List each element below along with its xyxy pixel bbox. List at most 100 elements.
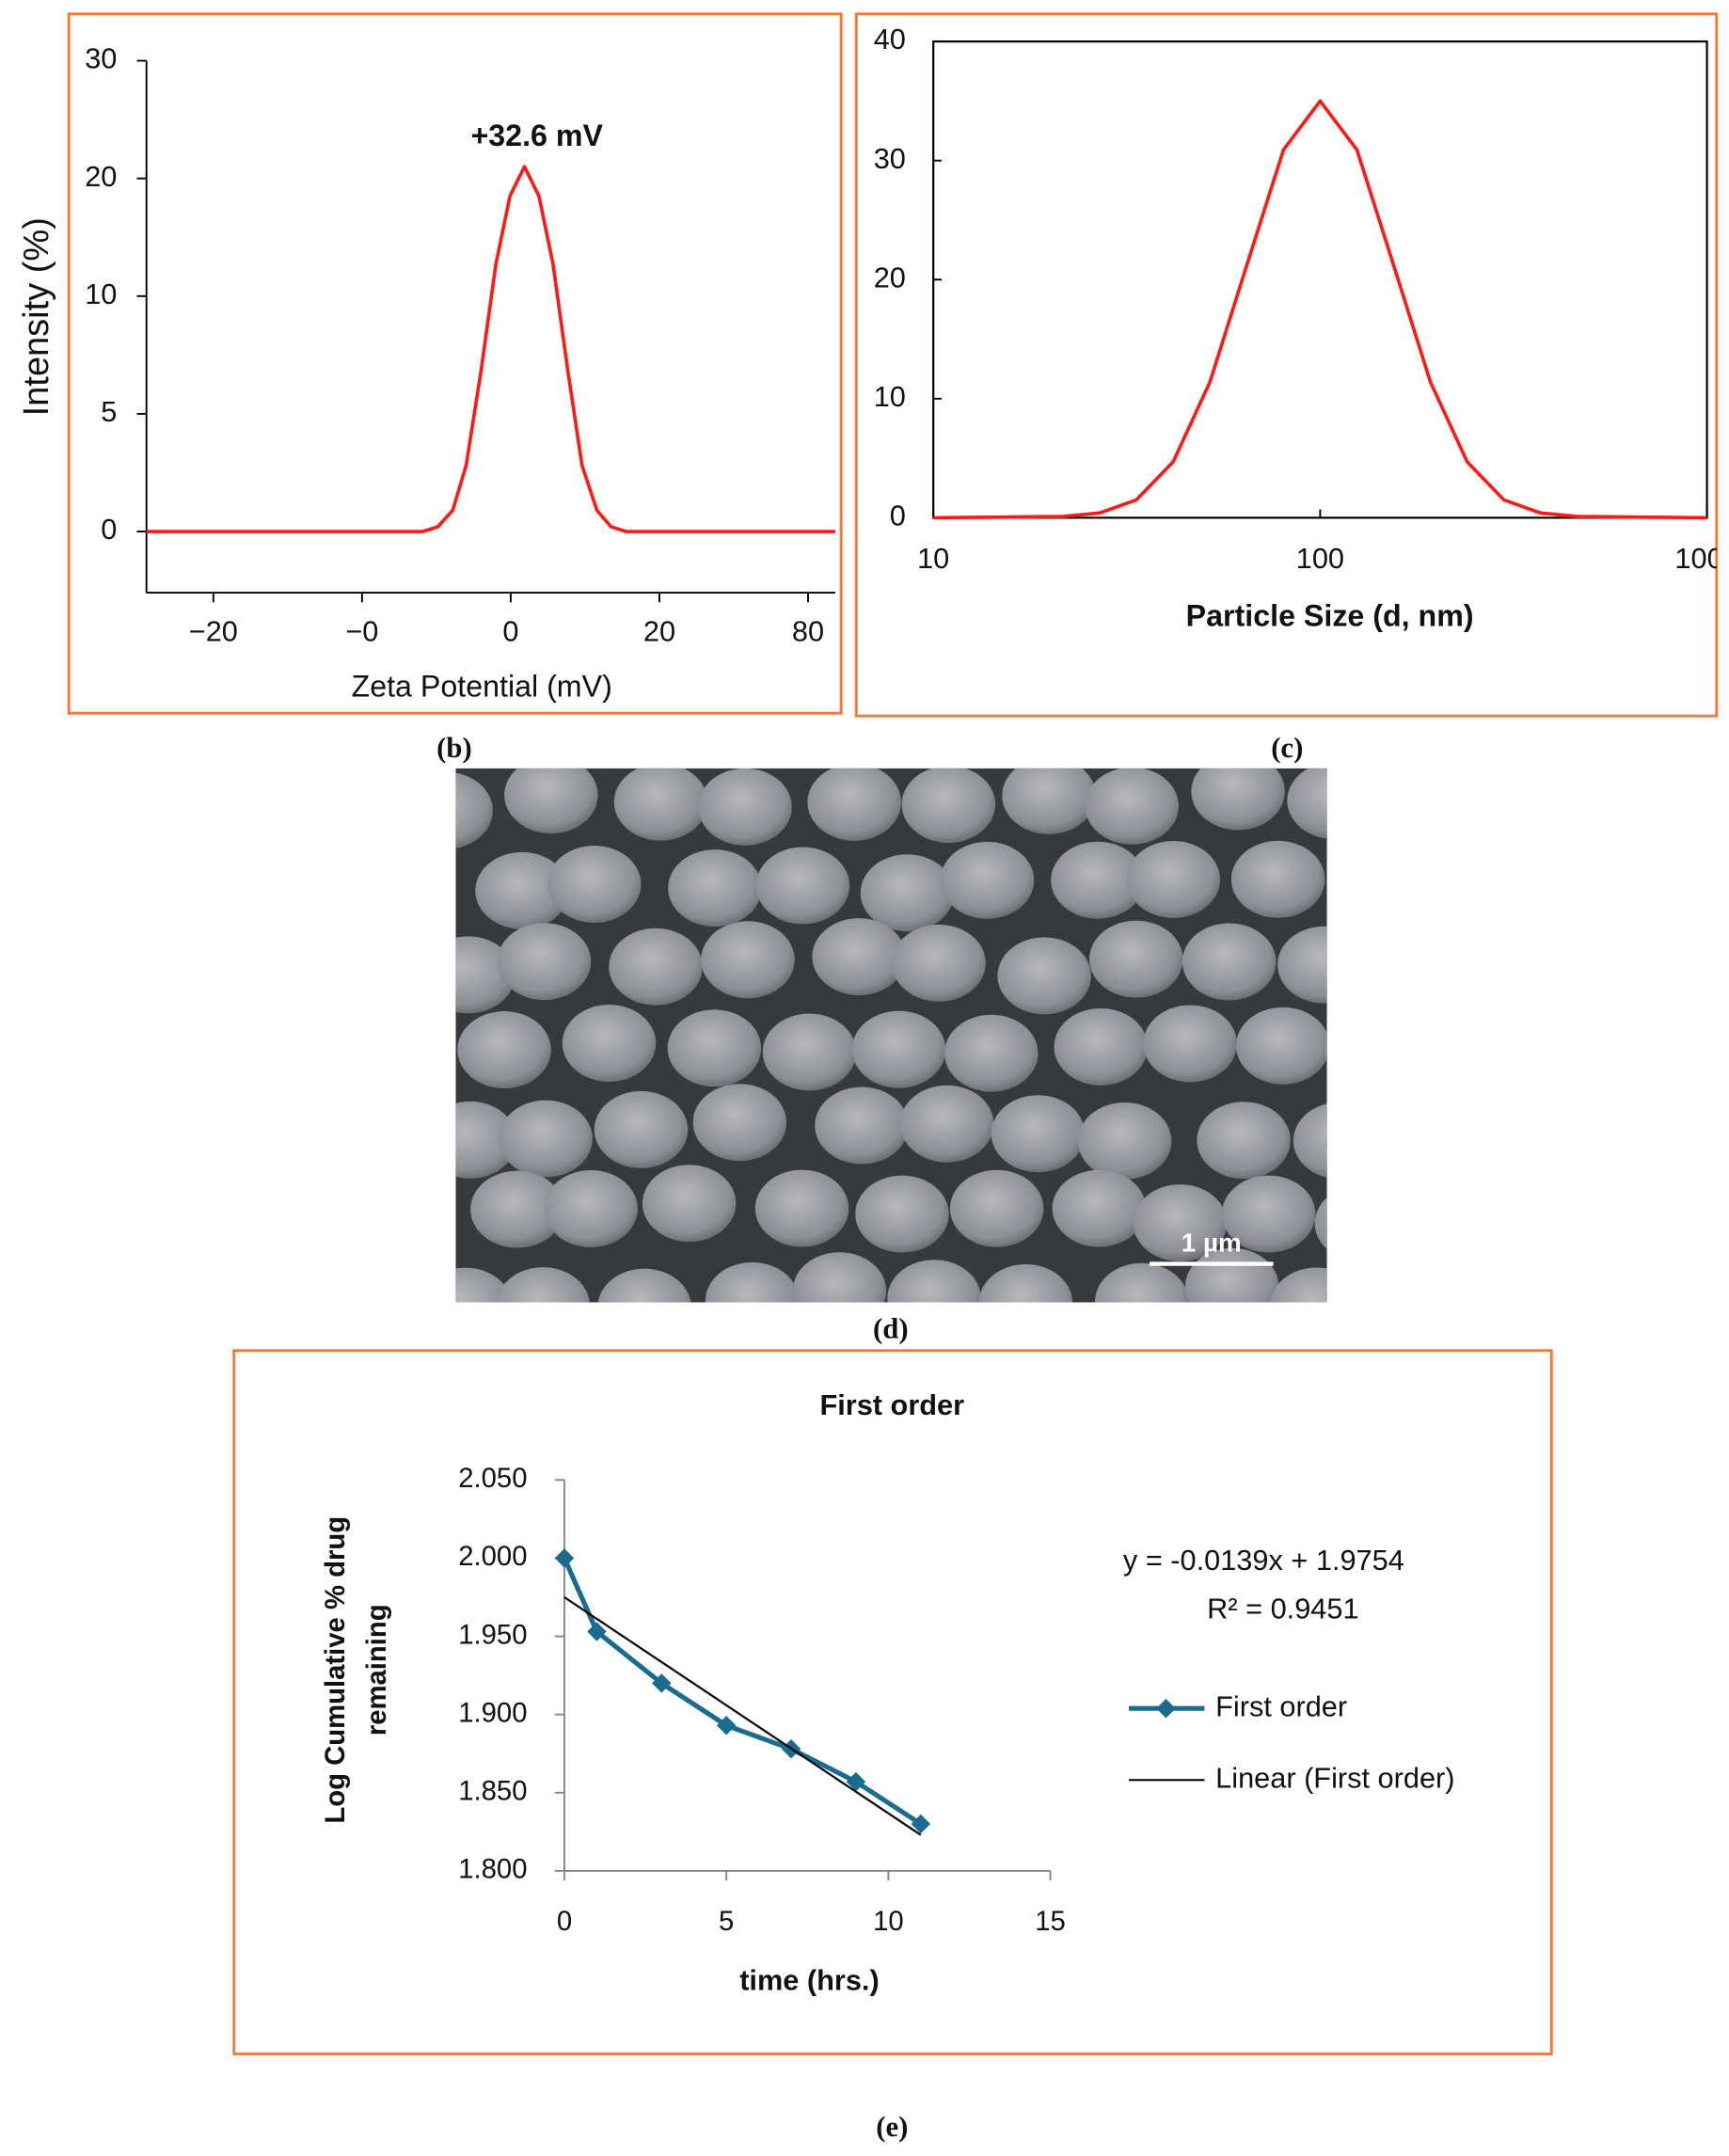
particle bbox=[1085, 768, 1179, 845]
particle bbox=[1089, 920, 1183, 998]
x-tick-label: 15 bbox=[1035, 1907, 1066, 1937]
data-point bbox=[716, 1716, 737, 1736]
particle bbox=[705, 1261, 800, 1303]
y-tick-label: 0 bbox=[101, 513, 117, 546]
particle bbox=[609, 927, 703, 1006]
particle bbox=[1343, 847, 1437, 924]
particle bbox=[642, 1165, 737, 1243]
particle bbox=[1002, 768, 1096, 834]
particle bbox=[949, 1169, 1044, 1247]
data-point bbox=[652, 1673, 672, 1693]
particle bbox=[1126, 840, 1221, 918]
particle bbox=[991, 1095, 1086, 1173]
legend-label: First order bbox=[1215, 1689, 1347, 1722]
particle bbox=[755, 847, 850, 925]
particle bbox=[475, 851, 569, 929]
particle bbox=[1325, 1034, 1327, 1059]
data-point bbox=[911, 1814, 931, 1834]
particle bbox=[1197, 1102, 1291, 1180]
particle bbox=[815, 1086, 909, 1165]
x-tick-label: 0 bbox=[502, 614, 518, 647]
y-tick-label: 30 bbox=[874, 142, 906, 175]
y-tick-label: 20 bbox=[874, 261, 906, 293]
particle bbox=[597, 1268, 691, 1303]
scale-bar-label: 1 µm bbox=[1182, 1228, 1242, 1257]
particle bbox=[692, 1084, 787, 1162]
particle bbox=[812, 918, 906, 996]
particle bbox=[470, 1170, 564, 1248]
particle bbox=[562, 1005, 657, 1082]
x-tick-label: 20 bbox=[643, 614, 675, 647]
particle bbox=[1230, 840, 1325, 918]
y-tick-label: 20 bbox=[85, 160, 117, 193]
chart-title: First order bbox=[819, 1388, 964, 1421]
x-tick-label: −0 bbox=[345, 614, 378, 647]
particle bbox=[1077, 1102, 1172, 1180]
y-tick-label: 10 bbox=[85, 277, 117, 310]
x-axis-label: Particle Size (d, nm) bbox=[1186, 599, 1474, 633]
particle bbox=[504, 768, 598, 834]
legend-label: Linear (First order) bbox=[1215, 1761, 1454, 1794]
y-tick-label: 10 bbox=[874, 380, 906, 413]
particle bbox=[944, 1014, 1039, 1092]
particle bbox=[613, 768, 708, 841]
chart: 0 5 10 20 30 −20 −0 0 20 80 bbox=[85, 42, 835, 647]
data-line bbox=[562, 1557, 923, 1827]
sem-image bbox=[455, 768, 1437, 1303]
panel-frame bbox=[67, 12, 843, 715]
x-axis-label: time (hrs.) bbox=[739, 1964, 880, 1997]
particle bbox=[698, 768, 792, 846]
particle bbox=[901, 768, 996, 844]
data-point bbox=[846, 1771, 866, 1792]
x-tick-label: 10 bbox=[873, 1907, 904, 1937]
y-tick-label: 1.950 bbox=[458, 1620, 527, 1650]
y-tick-label: 1.900 bbox=[458, 1698, 527, 1728]
y-axis-label: remaining bbox=[362, 1604, 392, 1736]
data-line bbox=[933, 99, 1707, 520]
particle bbox=[547, 845, 642, 923]
x-tick-label: 1000 bbox=[1674, 542, 1729, 575]
x-tick-label: 0 bbox=[557, 1907, 572, 1937]
particle bbox=[887, 1260, 981, 1303]
y-axis-label: Log Cumulative % drug bbox=[321, 1516, 351, 1824]
particle bbox=[860, 854, 955, 932]
y-tick-label: 1.850 bbox=[458, 1777, 527, 1807]
particle bbox=[1277, 926, 1327, 1004]
data-line bbox=[563, 1596, 922, 1836]
particle bbox=[851, 1010, 946, 1088]
x-axis-label: Zeta Potential (mV) bbox=[352, 669, 612, 703]
panel-label: (b) bbox=[436, 732, 472, 764]
x-tick-label: 10 bbox=[917, 542, 949, 575]
particle bbox=[1270, 1267, 1327, 1303]
x-tick-label: −20 bbox=[189, 614, 238, 647]
y-axis-label: Intensity (%) bbox=[17, 217, 56, 416]
particle bbox=[997, 937, 1091, 1015]
particle bbox=[1051, 841, 1145, 919]
annotation: y = -0.0139x + 1.9754 bbox=[1123, 1544, 1404, 1577]
particle bbox=[544, 1170, 638, 1247]
particle bbox=[1314, 1197, 1327, 1250]
plot-frame bbox=[932, 40, 1708, 519]
particle bbox=[1052, 1169, 1147, 1247]
particle bbox=[1287, 768, 1327, 839]
particle bbox=[1235, 1007, 1327, 1085]
particle bbox=[457, 1011, 551, 1088]
panel-label: (c) bbox=[1271, 732, 1303, 764]
panel-label: (e) bbox=[876, 2111, 908, 2143]
panel-frame bbox=[232, 1349, 1553, 2055]
particle bbox=[1221, 1175, 1316, 1253]
particle bbox=[496, 1267, 590, 1303]
particle bbox=[807, 768, 901, 841]
particle bbox=[855, 1175, 949, 1253]
particle bbox=[899, 1085, 994, 1163]
chart: 0 10 20 30 40 10 100 1000 bbox=[874, 23, 1729, 575]
x-tick-label: 80 bbox=[792, 614, 824, 647]
y-tick-label: 0 bbox=[890, 499, 906, 532]
chart: 1.800 1.850 1.900 1.950 2.000 2.050 0 5 10 15 bbox=[458, 1464, 1066, 1937]
particle bbox=[455, 772, 493, 848]
particle bbox=[978, 1264, 1073, 1303]
annotation: R² = 0.9451 bbox=[1207, 1592, 1358, 1625]
particle bbox=[667, 1009, 762, 1087]
particle bbox=[455, 1267, 513, 1303]
y-tick-label: 40 bbox=[874, 23, 906, 55]
